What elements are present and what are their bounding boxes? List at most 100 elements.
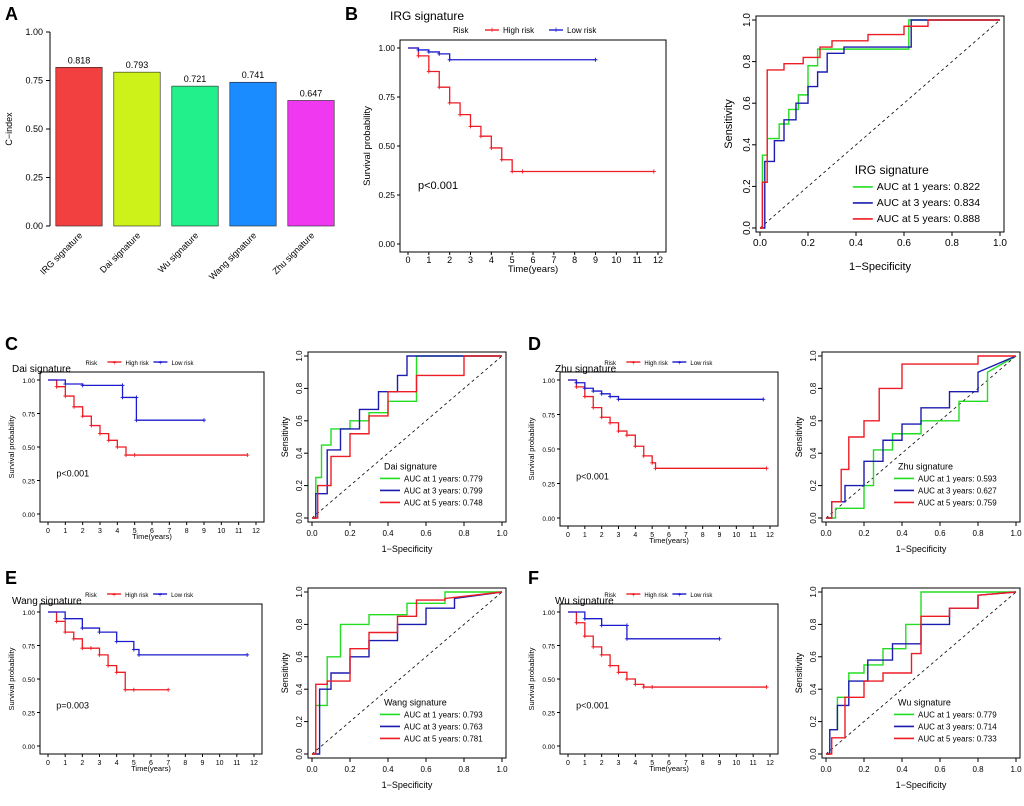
e-km-xtick-label: 1 xyxy=(63,760,67,767)
d-roc-ytick-label: 0.0 xyxy=(809,512,818,524)
b-roc-ytick-label: 0.8 xyxy=(742,54,753,68)
d-km-series-high-risk xyxy=(568,379,767,469)
panel-label-a: A xyxy=(5,4,18,24)
d-km-axes-frame xyxy=(559,371,779,527)
e-km-censor-mark xyxy=(71,636,76,641)
f-km-ytick-label: 0.25 xyxy=(542,711,555,718)
e-roc-xtick-label: 1.0 xyxy=(496,765,508,774)
a-bar-value-label: 0.721 xyxy=(184,74,207,84)
a-category-label: Dai signature xyxy=(98,230,143,275)
c-km-xtick-label: 1 xyxy=(63,528,67,535)
f-km-xtick-label: 0 xyxy=(566,760,570,767)
d-roc-legend-label: AUC at 3 years: 0.627 xyxy=(918,486,997,495)
c-km-ytick-label: 0.00 xyxy=(22,512,35,519)
b-km-legend-label: High risk xyxy=(503,26,535,35)
f-km-legend-marker: + xyxy=(677,592,681,599)
b-km-ytick-label: 0.75 xyxy=(378,92,395,102)
f-roc-ytick-label: 0.0 xyxy=(809,748,818,760)
e-km-legend-title: Risk xyxy=(85,593,98,599)
f-km-ytick-label: 0.00 xyxy=(542,744,555,751)
d-roc-legend-title: Zhu signature xyxy=(898,461,953,471)
chart-e-roc: 0.0 0.2 0.4 0.6 0.8 1.0 0.0 0.2 0.4 0.6 0.8 1.0 1−Sp… xyxy=(280,586,508,790)
b-km-xtick-label: 12 xyxy=(653,255,663,265)
c-km-xtick-label: 12 xyxy=(252,528,260,535)
b-km-ytick-label: 1.00 xyxy=(378,43,395,53)
b-km-xtick-label: 2 xyxy=(447,255,452,265)
c-roc-roc-curve-1yr xyxy=(312,355,502,519)
f-km-xtick-label: 9 xyxy=(718,760,722,767)
e-km-series-low-risk xyxy=(48,611,248,656)
b-km-ylabel: Survival probability xyxy=(362,106,373,186)
e-km-xtick-label: 12 xyxy=(250,760,258,767)
c-km-xtick-label: 4 xyxy=(115,528,119,535)
b-roc-legend-label: AUC at 5 years: 0.888 xyxy=(877,213,980,225)
d-km-censor-mark xyxy=(616,429,621,434)
b-roc-ytick-label: 0.4 xyxy=(742,137,753,151)
e-km-censor-mark xyxy=(80,646,85,651)
e-km-pvalue: p=0.003 xyxy=(56,700,89,710)
e-km-censor-mark xyxy=(131,687,136,692)
c-roc-ytick-label: 0.4 xyxy=(295,447,304,459)
f-km-legend-marker: + xyxy=(631,592,635,599)
c-roc-xtick-label: 0.0 xyxy=(306,529,318,538)
f-roc-xtick-label: 0.0 xyxy=(820,765,832,774)
c-km-censor-mark xyxy=(134,418,139,423)
panel-label-d: D xyxy=(528,334,541,354)
c-roc-ylabel: Sensitivity xyxy=(280,416,290,457)
c-km-ytick-label: 0.25 xyxy=(22,479,35,486)
f-km-xlabel: Time(years) xyxy=(649,764,689,773)
e-km-censor-mark xyxy=(97,630,102,635)
f-km-axes-frame xyxy=(559,603,779,755)
d-roc-ylabel: Sensitivity xyxy=(794,416,804,457)
b-km-xtick-label: 5 xyxy=(510,255,515,265)
b-km-legend-marker: + xyxy=(553,25,558,35)
f-km-censor-mark xyxy=(582,616,587,621)
f-roc-xtick-label: 0.8 xyxy=(972,765,984,774)
d-km-censor-mark xyxy=(650,460,655,465)
c-km-ytick-label: 0.50 xyxy=(22,445,35,452)
d-km-ytick-label: 0.25 xyxy=(542,482,555,489)
e-km-censor-mark xyxy=(114,670,119,675)
f-km-xtick-label: 5 xyxy=(650,760,654,767)
a-bar xyxy=(287,100,335,227)
d-km-xtick-label: 2 xyxy=(600,532,604,539)
e-roc-legend-title: Wang signature xyxy=(384,697,447,707)
a-category-label: Zhu signature xyxy=(270,230,316,276)
e-km-xtick-label: 4 xyxy=(115,760,119,767)
f-roc-legend-label: AUC at 5 years: 0.733 xyxy=(918,734,997,743)
c-roc-legend-label: AUC at 3 years: 0.799 xyxy=(404,486,483,495)
b-km-censor-mark xyxy=(447,57,452,62)
f-km-series-low-risk xyxy=(568,611,720,640)
e-km-ytick-label: 0.00 xyxy=(22,744,35,751)
e-roc-legend-label: AUC at 1 years: 0.793 xyxy=(404,710,483,719)
f-km-xtick-label: 1 xyxy=(583,760,587,767)
d-roc-axes-frame xyxy=(821,351,1021,523)
d-km-legend-marker: + xyxy=(677,360,681,367)
d-km-legend-marker: + xyxy=(631,360,635,367)
d-km-ylabel: Survival probability xyxy=(527,417,536,480)
c-roc-legend-title: Dai signature xyxy=(384,461,437,471)
a-ytick-label: 0.00 xyxy=(25,221,43,231)
f-km-legend-title: Risk xyxy=(604,593,617,599)
e-km-censor-mark xyxy=(97,652,102,657)
a-bar xyxy=(229,81,277,227)
d-km-censor-mark xyxy=(599,415,604,420)
b-roc-xtick-label: 0.8 xyxy=(945,238,959,249)
chart-a: 0.00 0.25 0.50 0.75 1.00 C−index 0.818 IRG sign… xyxy=(4,27,335,282)
d-roc-xtick-label: 0.6 xyxy=(934,529,946,538)
e-roc-xtick-label: 0.0 xyxy=(306,765,318,774)
b-roc-ytick-label: 0.2 xyxy=(742,179,753,193)
f-km-series-high-risk xyxy=(568,611,767,688)
f-km-censor-mark xyxy=(624,677,629,681)
a-bar-value-label: 0.818 xyxy=(68,55,91,65)
d-km-xtick-label: 8 xyxy=(701,532,705,539)
b-km-xtick-label: 10 xyxy=(611,255,621,265)
c-roc-ytick-label: 0.0 xyxy=(295,512,304,524)
f-roc-ytick-label: 0.4 xyxy=(809,683,818,695)
d-km-censor-mark xyxy=(582,386,587,391)
f-roc-ytick-label: 0.8 xyxy=(809,618,818,630)
b-km-censor-mark xyxy=(468,124,473,129)
d-km-censor-mark xyxy=(574,384,579,389)
f-km-xtick-label: 4 xyxy=(633,760,637,767)
